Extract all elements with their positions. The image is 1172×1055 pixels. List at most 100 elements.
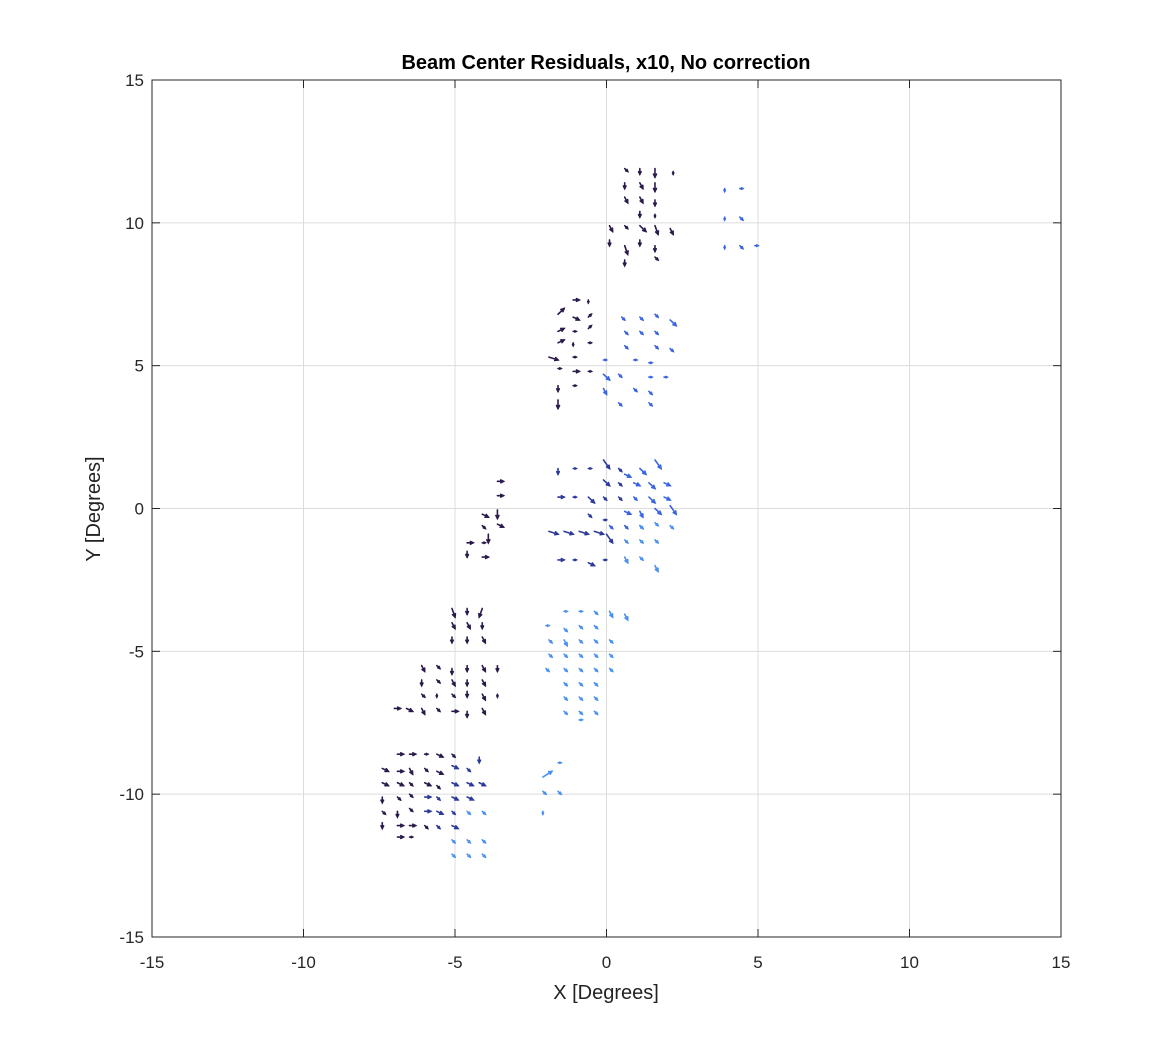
arrow-head	[453, 825, 460, 830]
arrow-head	[654, 567, 659, 573]
residual-arrow	[436, 796, 442, 802]
residual-arrow	[602, 459, 611, 470]
arrow-head	[396, 706, 403, 711]
arrow-head	[574, 558, 578, 562]
arrow-head	[437, 825, 442, 830]
residual-arrow	[563, 627, 569, 633]
arrow-head	[618, 468, 623, 473]
arrow-head	[499, 479, 506, 484]
arrow-head	[594, 639, 599, 644]
arrow-head	[480, 625, 485, 631]
residual-arrow	[557, 557, 566, 563]
arrow-head	[465, 639, 470, 645]
arrow-head	[624, 331, 630, 336]
residual-arrow	[436, 679, 442, 684]
x-tick-label: 5	[753, 953, 762, 972]
residual-arrow	[669, 227, 674, 236]
arrow-head	[549, 639, 554, 644]
arrow-head	[609, 525, 614, 530]
residual-arrow	[451, 853, 457, 859]
residual-arrow	[608, 667, 614, 673]
residual-arrow	[622, 259, 627, 268]
residual-arrow	[632, 358, 639, 362]
arrow-head	[451, 624, 456, 631]
arrow-head	[624, 198, 629, 205]
residual-arrow	[545, 624, 551, 628]
arrow-head	[467, 854, 472, 859]
residual-arrow	[451, 621, 456, 631]
arrow-head	[449, 639, 455, 645]
arrow-head	[652, 202, 658, 208]
residual-arrow	[578, 681, 584, 687]
arrow-head	[665, 496, 672, 501]
residual-arrow	[586, 299, 590, 305]
residual-arrow	[602, 373, 611, 382]
residual-arrow	[465, 710, 470, 719]
residual-arrow	[608, 524, 614, 530]
arrow-head	[564, 682, 569, 687]
residual-arrow	[593, 681, 599, 687]
residual-arrow	[669, 504, 678, 516]
y-tick-label: -15	[119, 928, 144, 947]
residual-arrow	[572, 316, 581, 321]
residual-arrow	[648, 361, 654, 365]
residual-arrow	[423, 752, 430, 756]
residual-arrow	[477, 756, 482, 765]
residual-arrow	[486, 533, 491, 545]
residual-arrow	[555, 467, 561, 477]
residual-arrow	[423, 781, 433, 787]
arrow-head	[588, 324, 593, 329]
residual-arrow	[436, 770, 445, 776]
residual-arrow	[495, 664, 500, 674]
residual-arrow	[632, 387, 639, 393]
residual-arrow	[451, 753, 457, 759]
residual-arrow	[578, 530, 591, 536]
residual-arrow	[602, 387, 608, 396]
arrow-head	[563, 641, 568, 648]
arrow-head	[469, 796, 475, 801]
residual-arrow	[380, 796, 385, 805]
arrow-head	[569, 531, 575, 536]
arrow-head	[558, 791, 563, 796]
residual-arrow	[639, 316, 645, 322]
arrow-head	[624, 225, 630, 230]
residual-arrow	[593, 639, 599, 644]
arrow-head	[412, 823, 418, 828]
residual-arrow	[449, 667, 455, 676]
arrow-head	[495, 514, 500, 521]
arrow-head	[653, 215, 657, 219]
residual-arrow	[451, 824, 460, 830]
arrow-head	[594, 668, 599, 673]
arrow-head	[639, 513, 644, 519]
arrow-head	[640, 557, 645, 562]
arrow-head	[546, 624, 551, 628]
residual-arrow	[466, 810, 472, 816]
arrow-head	[671, 172, 675, 177]
arrow-head	[412, 752, 418, 757]
residual-arrow	[623, 224, 630, 230]
arrow-head	[546, 668, 551, 673]
arrow-head	[672, 510, 678, 516]
residual-arrow	[587, 369, 594, 373]
x-tick-label: -10	[291, 953, 316, 972]
arrow-head	[483, 541, 488, 545]
arrow-head	[467, 839, 472, 844]
residual-arrow	[465, 690, 470, 699]
residual-arrow	[608, 653, 614, 659]
residual-arrow	[739, 216, 745, 222]
residual-arrow	[739, 244, 745, 250]
arrow-head	[608, 538, 614, 545]
arrow-head	[740, 245, 745, 250]
arrow-head	[553, 531, 560, 536]
y-tick-label: 10	[125, 214, 144, 233]
residual-arrow	[572, 467, 578, 470]
arrow-head	[421, 710, 426, 716]
arrow-head	[640, 317, 645, 322]
residual-arrow	[563, 667, 569, 673]
residual-arrow	[639, 556, 645, 562]
arrow-head	[574, 355, 578, 359]
residual-arrow	[648, 375, 654, 379]
arrow-head	[579, 697, 584, 702]
residual-arrow	[578, 667, 584, 673]
